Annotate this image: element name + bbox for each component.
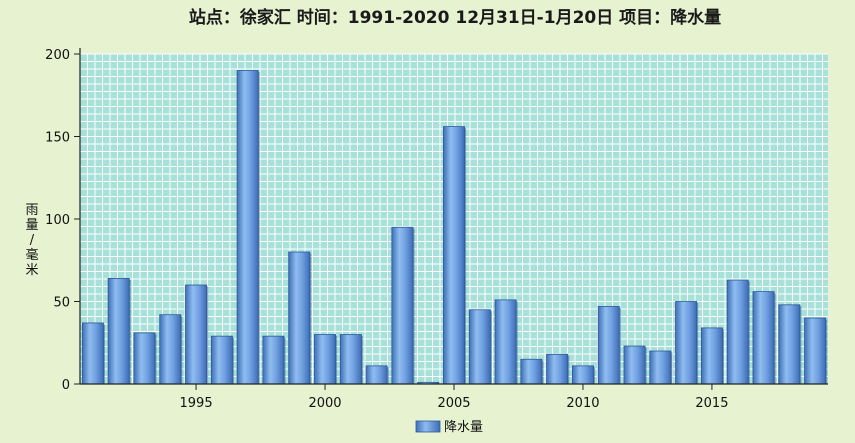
bar	[494, 299, 517, 385]
bar-1991	[81, 322, 105, 385]
bar	[288, 251, 311, 385]
bar-2010	[571, 365, 596, 385]
y-tick-label: 150	[45, 131, 70, 146]
bar	[752, 291, 775, 385]
bar-2014	[675, 301, 699, 385]
legend: 降水量	[415, 420, 483, 435]
bar	[700, 327, 723, 385]
bars	[81, 70, 828, 385]
bar-1994	[159, 314, 183, 385]
legend-swatch	[415, 420, 441, 433]
bar	[623, 345, 646, 385]
bar-2018	[778, 304, 802, 385]
bar-2013	[649, 350, 673, 385]
legend-label: 降水量	[444, 420, 483, 435]
bar-2015	[700, 327, 725, 385]
bar	[649, 350, 672, 385]
bar-2019	[804, 317, 828, 385]
bar-2001	[339, 334, 363, 385]
x-tick-label: 2000	[308, 396, 341, 411]
chart-title: 站点：徐家汇 时间：1991-2020 12月31日-1月20日 项目：降水量	[189, 7, 721, 28]
y-tick-label: 100	[45, 213, 70, 228]
bar	[778, 304, 801, 385]
bar-2007	[494, 299, 518, 385]
bar-2012	[623, 345, 647, 385]
bar	[262, 335, 285, 385]
bar-2000	[314, 334, 338, 385]
bar	[726, 279, 749, 385]
bar-2005	[443, 126, 467, 385]
bar-1998	[262, 335, 286, 385]
bar	[81, 322, 104, 385]
bar	[107, 277, 130, 385]
bar	[443, 126, 465, 385]
y-tick-label: 50	[53, 296, 70, 311]
bar	[571, 365, 594, 385]
bar	[804, 317, 827, 385]
x-tick-label: 2010	[566, 396, 599, 411]
bar-1996	[210, 335, 234, 385]
bar	[520, 358, 543, 385]
bar-2002	[365, 365, 389, 385]
bar-1993	[133, 332, 157, 385]
bar-2011	[597, 306, 621, 385]
bar-2003	[391, 226, 415, 385]
bar-2016	[726, 279, 750, 385]
y-tick-label: 0	[62, 378, 70, 393]
y-axis-label: 雨量/毫米	[25, 203, 38, 278]
bar	[185, 284, 208, 385]
bar-2017	[752, 291, 776, 385]
x-tick-label: 2015	[695, 396, 728, 411]
bar	[314, 334, 337, 385]
bar	[133, 332, 156, 385]
y-tick-label: 200	[45, 48, 70, 63]
bar	[468, 309, 491, 385]
bar-2009	[546, 353, 570, 385]
bar-1995	[185, 284, 209, 385]
bar	[159, 314, 182, 385]
bar	[236, 70, 259, 385]
bar-1997	[236, 70, 260, 385]
x-tick-label: 1995	[180, 396, 213, 411]
bar	[391, 226, 414, 385]
bar	[210, 335, 233, 385]
bar	[339, 334, 362, 385]
bar	[675, 301, 698, 385]
bar	[597, 306, 620, 385]
bar	[546, 353, 569, 385]
x-tick-label: 2005	[437, 396, 470, 411]
bar	[365, 365, 388, 385]
bar-1999	[288, 251, 312, 385]
bar-1992	[107, 277, 131, 385]
bar-2006	[468, 309, 492, 385]
bar-2008	[520, 358, 544, 385]
